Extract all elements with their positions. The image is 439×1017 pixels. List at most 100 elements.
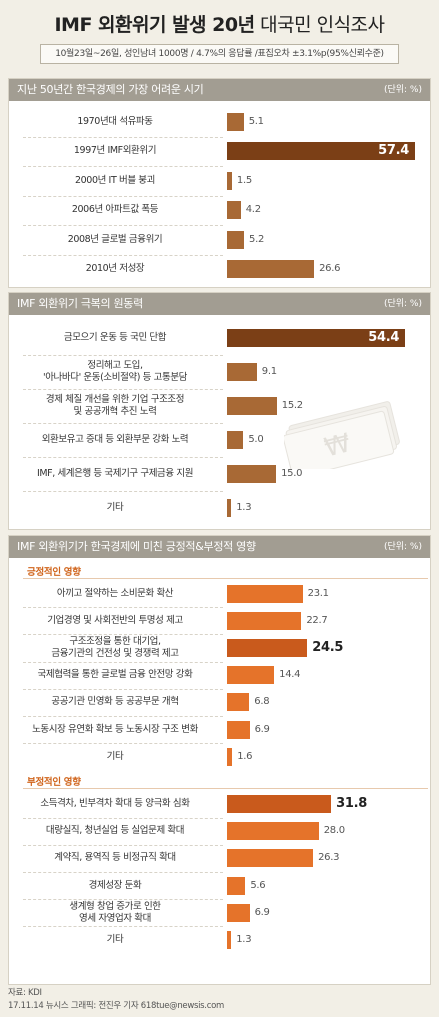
category-label: 1970년대 석유파동	[77, 115, 153, 127]
value-label: 6.8	[254, 696, 270, 708]
bar	[227, 822, 319, 841]
category-label: 2000년 IT 버블 붕괴	[75, 174, 155, 186]
value-label: 5.0	[248, 434, 264, 445]
bar	[227, 849, 314, 868]
bar	[227, 201, 241, 220]
bar	[227, 584, 303, 603]
bar	[227, 639, 308, 657]
bar	[227, 363, 257, 381]
value-label: 14.4	[279, 669, 301, 681]
panel-impact: IMF 외환위기가 한국경제에 미친 긍정적&부정적 영향 (단위: %) 긍정…	[8, 535, 431, 985]
bar	[227, 693, 250, 712]
panel-unit: (단위: %)	[383, 85, 422, 95]
category-label: 경제 체질 개선을 위한 기업 구조조정 및 공공개혁 추진 노력	[45, 394, 185, 417]
value-label: 15.2	[281, 400, 303, 411]
value-label: 24.5	[312, 640, 344, 655]
source-note: 자료: KDI	[8, 988, 42, 998]
value-label: 54.4	[368, 330, 400, 345]
value-label: 5.2	[249, 233, 265, 245]
row-separator	[23, 491, 223, 492]
bar	[227, 795, 332, 813]
value-label: 23.1	[307, 587, 329, 599]
bar	[227, 611, 302, 630]
bar	[227, 876, 246, 895]
row-separator	[23, 607, 223, 609]
category-label: 구조조정을 통한 대기업, 금융기관의 건전성 및 경쟁력 제고	[51, 636, 179, 659]
category-label: 2008년 글로벌 금융위기	[67, 233, 163, 245]
bar	[227, 931, 232, 949]
category-label: 기타	[106, 934, 124, 945]
category-label: 기타	[106, 750, 124, 762]
row-separator	[23, 389, 223, 390]
category-label: 생계형 창업 증가로 인한 영세 자영업자 확대	[69, 900, 161, 924]
panel-header: 지난 50년간 한국경제의 가장 어려운 시기 (단위: %)	[9, 79, 430, 101]
page-title-bold: IMF 외환위기 발생 20년	[54, 14, 255, 36]
category-label: 기타	[106, 502, 124, 513]
category-label: 공공기관 민영화 등 공공부문 개혁	[51, 696, 179, 708]
row-separator	[23, 423, 223, 424]
bar	[227, 171, 232, 190]
category-label: 정리해고 도입, '아나바다' 운동(소비절약) 등 고통분담	[43, 360, 187, 383]
survey-info: 10월23일~26일, 성인남녀 1000명 / 4.7%의 응답률 /표집오차…	[40, 44, 399, 64]
category-label: 1997년 IMF외환위기	[73, 145, 157, 157]
row-separator	[23, 743, 223, 745]
value-label: 4.2	[245, 204, 261, 216]
row-separator	[23, 716, 223, 717]
category-label: 아끼고 절약하는 소비문화 확산	[56, 587, 174, 599]
row-separator	[23, 225, 223, 226]
category-label: 국제협력을 통한 글로벌 금융 안전망 강화	[37, 669, 193, 681]
won-banknote-icon: ₩	[284, 401, 400, 469]
row-separator	[23, 254, 223, 256]
row-separator	[23, 926, 223, 928]
category-label: 소득격차, 빈부격차 확대 등 양극화 심화	[40, 798, 190, 809]
panel-recovery-driver: IMF 외환위기 극복의 원동력 (단위: %) ₩ 금모으기 운동 등 국민 …	[8, 292, 431, 530]
category-label: 경제성장 둔화	[88, 879, 142, 891]
row-separator	[23, 195, 223, 197]
category-label: 2010년 저성장	[85, 263, 145, 275]
category-label: 계약직, 용역직 등 비정규직 확대	[54, 852, 176, 864]
value-label: 5.6	[250, 879, 266, 891]
category-label: IMF, 세계은행 등 국제기구 구제금융 지원	[36, 468, 194, 479]
bar	[227, 260, 315, 279]
value-label: 26.3	[318, 852, 340, 864]
value-label: 28.0	[323, 825, 345, 837]
value-label: 9.1	[261, 366, 277, 377]
bar	[227, 720, 250, 739]
value-label: 22.7	[306, 614, 328, 626]
panel-header: IMF 외환위기가 한국경제에 미친 긍정적&부정적 영향 (단위: %)	[9, 536, 430, 558]
category-label: 노동시장 유연화 확보 등 노동시장 구조 변화	[32, 723, 198, 735]
bar	[227, 112, 244, 131]
category-label: 외환보유고 증대 등 외환부문 강화 노력	[41, 434, 189, 445]
section-label: 부정적인 영향	[27, 777, 81, 789]
panel-title: IMF 외환위기 극복의 원동력	[17, 297, 143, 310]
category-label: 2006년 아파트값 폭등	[71, 204, 159, 216]
value-label: 57.4	[378, 143, 409, 159]
value-label: 1.3	[236, 934, 252, 945]
page-title: IMF 외환위기 발생 20년 대국민 인식조사	[0, 10, 439, 37]
bar	[227, 329, 406, 347]
row-separator	[23, 166, 223, 167]
category-label: 대량실직, 청년실업 등 실업문제 확대	[45, 825, 185, 837]
row-separator	[23, 688, 223, 690]
panel-title: IMF 외환위기가 한국경제에 미친 긍정적&부정적 영향	[17, 540, 256, 553]
credit-note: 17.11.14 뉴시스 그래픽: 전진우 기자 618tue@newsis.c…	[8, 1001, 224, 1011]
value-label: 6.9	[254, 723, 270, 735]
row-separator	[23, 661, 223, 663]
value-label: 5.1	[248, 115, 264, 127]
row-separator	[23, 872, 223, 873]
row-separator	[23, 817, 223, 819]
value-label: 1.6	[237, 750, 253, 762]
bar	[227, 666, 275, 685]
row-separator	[23, 136, 223, 138]
value-label: 6.9	[254, 906, 270, 918]
panel-header: IMF 외환위기 극복의 원동력 (단위: %)	[9, 293, 430, 315]
value-label: 26.6	[319, 263, 341, 275]
bar	[227, 903, 250, 922]
bar	[227, 465, 277, 483]
value-label: 15.0	[281, 468, 303, 479]
row-separator	[23, 457, 223, 458]
bar	[227, 397, 277, 415]
panel-unit: (단위: %)	[383, 299, 422, 309]
bar	[227, 499, 232, 517]
section-label: 긍정적인 영향	[27, 567, 81, 578]
